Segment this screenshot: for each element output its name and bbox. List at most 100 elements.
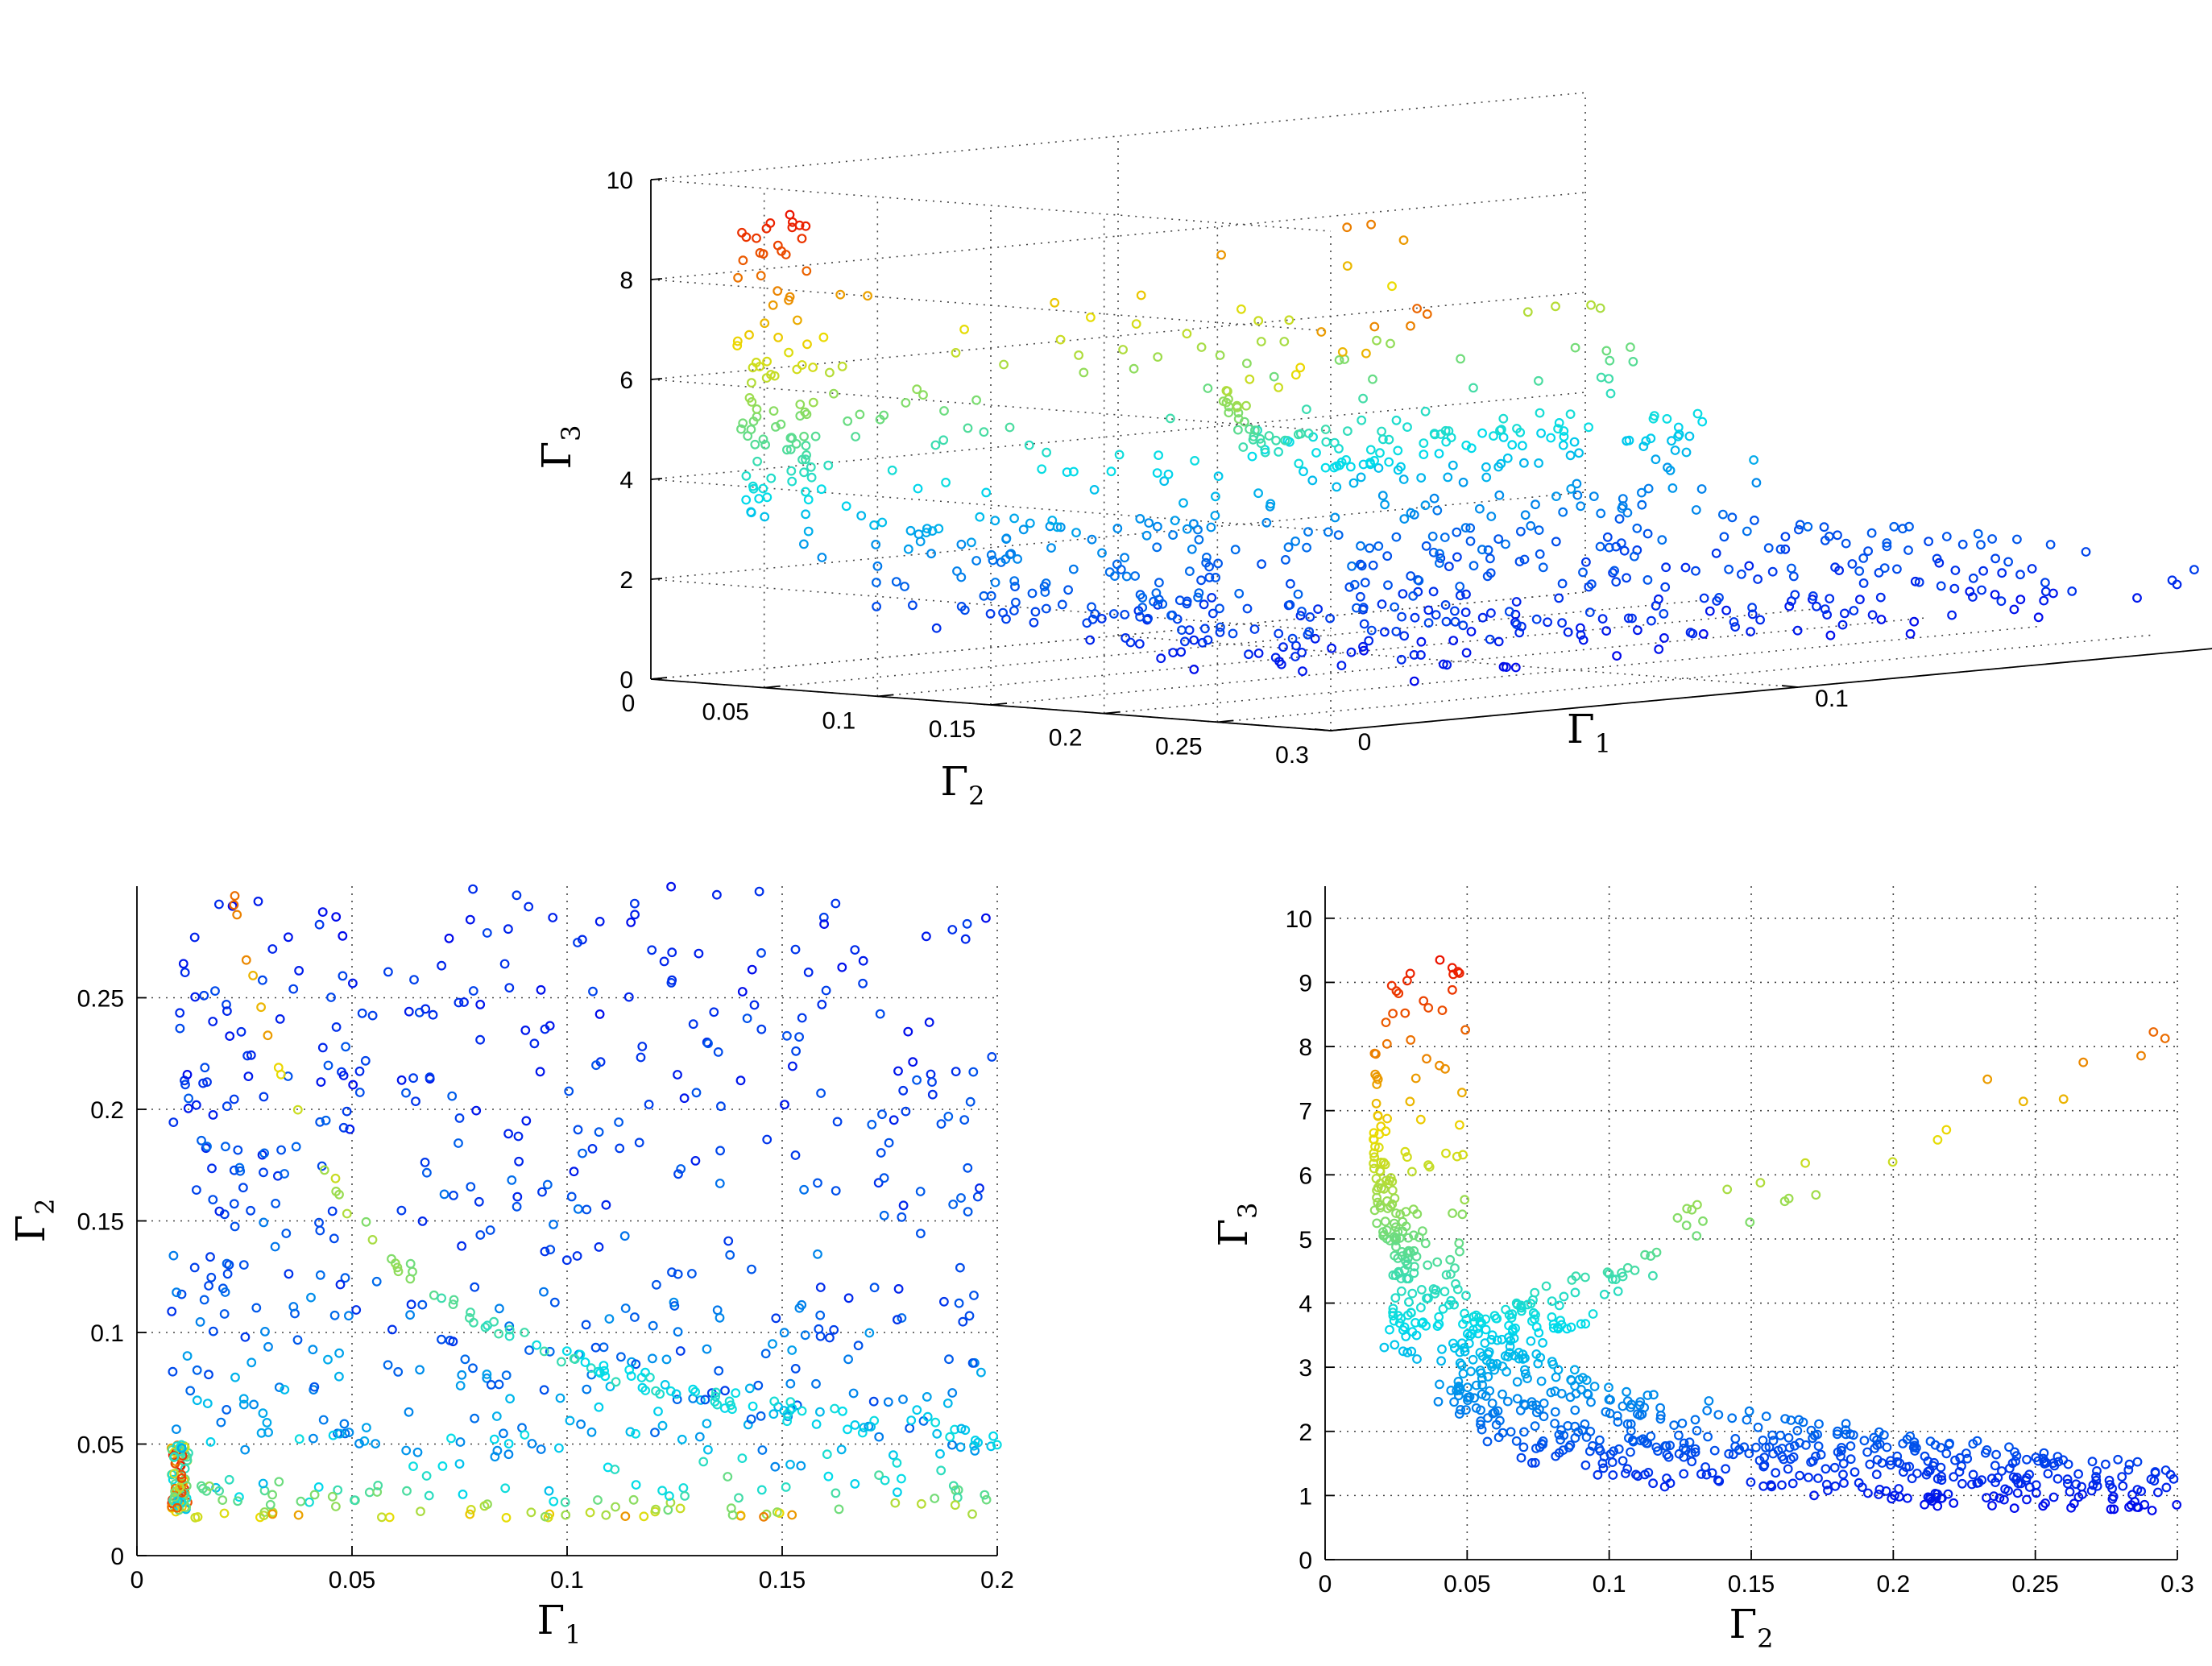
data-point — [1304, 627, 1315, 636]
data-point — [1483, 545, 1493, 555]
data-point — [274, 1382, 284, 1392]
data-point — [459, 997, 469, 1007]
data-point — [1422, 309, 1432, 319]
data-point — [1923, 1456, 1933, 1466]
data-point — [1511, 1436, 1522, 1446]
data-point — [799, 467, 809, 478]
x-tick-label: 0.05 — [329, 1567, 375, 1593]
data-point — [1344, 582, 1355, 592]
data-point — [922, 1411, 933, 1422]
data-point — [831, 1186, 841, 1196]
data-point — [2124, 1502, 2134, 1512]
data-point — [474, 1196, 484, 1207]
data-point — [1387, 281, 1397, 292]
data-point — [1557, 578, 1568, 589]
data-point — [1602, 532, 1613, 542]
data-point — [951, 348, 961, 358]
data-point — [573, 1204, 583, 1214]
data-point — [1753, 1422, 1763, 1432]
data-point — [342, 1208, 352, 1219]
data-point — [1673, 431, 1684, 441]
data-point — [175, 1482, 185, 1493]
data-point — [504, 1321, 515, 1331]
data-point — [2031, 1480, 2041, 1490]
label-subscript: 3 — [1232, 1202, 1263, 1218]
data-point — [787, 1345, 797, 1355]
data-point — [1398, 589, 1408, 599]
data-point — [233, 1496, 243, 1506]
data-point — [916, 1498, 926, 1509]
data-point — [1369, 1163, 1379, 1174]
data-point — [1648, 413, 1659, 424]
data-point — [1406, 1308, 1416, 1318]
data-point — [889, 1115, 899, 1125]
data-point — [907, 600, 918, 611]
data-point — [1256, 337, 1266, 346]
data-point — [1538, 1337, 1547, 1348]
data-point — [248, 970, 259, 980]
data-point — [1358, 393, 1368, 404]
data-point — [1372, 1192, 1381, 1203]
data-point — [1502, 1366, 1511, 1377]
data-point — [1423, 1293, 1433, 1303]
data-point — [1360, 578, 1370, 588]
data-point — [1464, 1338, 1474, 1349]
data-point — [1369, 1128, 1379, 1138]
data-point — [1687, 1204, 1697, 1215]
data-point — [1516, 621, 1526, 632]
data-point — [1432, 1257, 1443, 1267]
data-point — [503, 924, 513, 935]
data-point — [1572, 479, 1582, 489]
data-point — [903, 1026, 913, 1037]
data-point — [1696, 1469, 1706, 1479]
data-point — [1531, 614, 1542, 624]
data-point — [1449, 606, 1460, 616]
data-point — [501, 1370, 512, 1380]
data-point — [1027, 588, 1038, 599]
data-point — [549, 1297, 560, 1308]
data-point — [405, 1310, 416, 1320]
y-tick-label: 0.2 — [90, 1097, 124, 1124]
data-point — [1654, 644, 1664, 654]
data-point — [955, 1262, 965, 1273]
data-point — [1278, 642, 1288, 653]
data-point — [1400, 1008, 1410, 1018]
data-point — [1388, 1009, 1398, 1018]
data-point — [1114, 450, 1125, 460]
data-point — [1184, 625, 1195, 635]
data-point — [1178, 498, 1188, 508]
data-point — [1557, 618, 1567, 628]
data-point — [1601, 626, 1611, 636]
data-point — [1446, 1295, 1456, 1306]
data-point — [1366, 625, 1377, 636]
data-point — [640, 1367, 650, 1378]
y-tick — [1217, 719, 1234, 723]
data-point — [1692, 408, 1703, 419]
data-point — [220, 1287, 230, 1297]
z-tick — [650, 178, 663, 180]
data-point — [371, 1276, 382, 1287]
data-point — [1991, 1449, 2002, 1460]
data-point — [1602, 1267, 1613, 1278]
data-point — [1648, 1390, 1659, 1400]
data-point — [465, 1312, 474, 1323]
y-tick-label: 0.1 — [822, 707, 855, 734]
data-point — [192, 1365, 202, 1375]
data-point — [756, 947, 766, 958]
data-point — [677, 1434, 687, 1444]
data-point — [1691, 566, 1700, 576]
data-point — [1692, 1231, 1702, 1241]
data-point — [1494, 1415, 1505, 1426]
data-point — [183, 1103, 193, 1113]
data-point — [234, 1492, 244, 1502]
data-point — [1355, 559, 1365, 570]
data-point — [495, 1303, 504, 1314]
data-point — [240, 1332, 251, 1342]
data-point — [1742, 526, 1752, 537]
data-point — [293, 1510, 304, 1520]
data-point — [1745, 1217, 1755, 1228]
data-point — [2132, 1457, 2143, 1467]
data-point — [2104, 1475, 2115, 1486]
data-point — [1862, 1447, 1873, 1457]
